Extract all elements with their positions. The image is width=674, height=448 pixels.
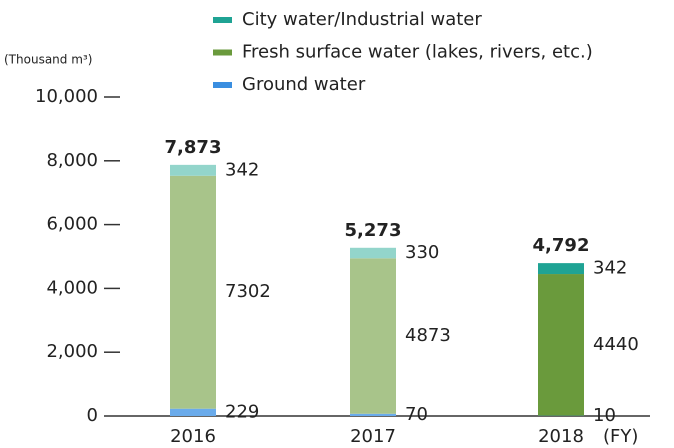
value-label: 330 — [405, 242, 439, 263]
legend-label: Fresh surface water (lakes, rivers, etc.… — [242, 42, 593, 63]
bar-segment — [170, 408, 216, 416]
x-axis-label: (FY) — [603, 426, 638, 447]
x-tick-label: 2016 — [170, 426, 216, 447]
total-label: 5,273 — [345, 220, 402, 241]
legend-swatch — [213, 17, 232, 23]
y-tick-label: 6,000 — [46, 214, 98, 235]
bar-segment — [538, 263, 584, 275]
y-tick-label: 4,000 — [46, 277, 98, 298]
value-label: 4873 — [405, 325, 451, 346]
x-tick-label: 2017 — [350, 426, 396, 447]
bar-segment — [350, 247, 396, 259]
bar-segment — [350, 413, 396, 416]
x-tick-label: 2018 — [538, 426, 584, 447]
y-tick-label: 8,000 — [46, 150, 98, 171]
y-tick-label: 2,000 — [46, 341, 98, 362]
bar-segment — [350, 258, 396, 414]
y-tick-label: 10,000 — [35, 86, 98, 107]
value-label: 342 — [593, 258, 627, 279]
total-label: 7,873 — [165, 137, 222, 158]
legend-swatch — [213, 82, 232, 88]
legend-label: City water/Industrial water — [242, 9, 482, 30]
bar-segment — [170, 164, 216, 176]
value-label: 70 — [405, 404, 428, 425]
value-label: 4440 — [593, 334, 639, 355]
value-label: 229 — [225, 401, 259, 422]
total-label: 4,792 — [533, 235, 590, 256]
bar-segment — [538, 274, 584, 416]
legend-label: Ground water — [242, 74, 366, 95]
y-axis-label: (Thousand m³) — [4, 53, 92, 67]
y-tick-label: 0 — [87, 405, 98, 426]
value-label: 7302 — [225, 281, 271, 302]
bar-segment — [170, 175, 216, 409]
value-label: 10 — [593, 405, 616, 426]
value-label: 342 — [225, 159, 259, 180]
legend-swatch — [213, 49, 232, 56]
